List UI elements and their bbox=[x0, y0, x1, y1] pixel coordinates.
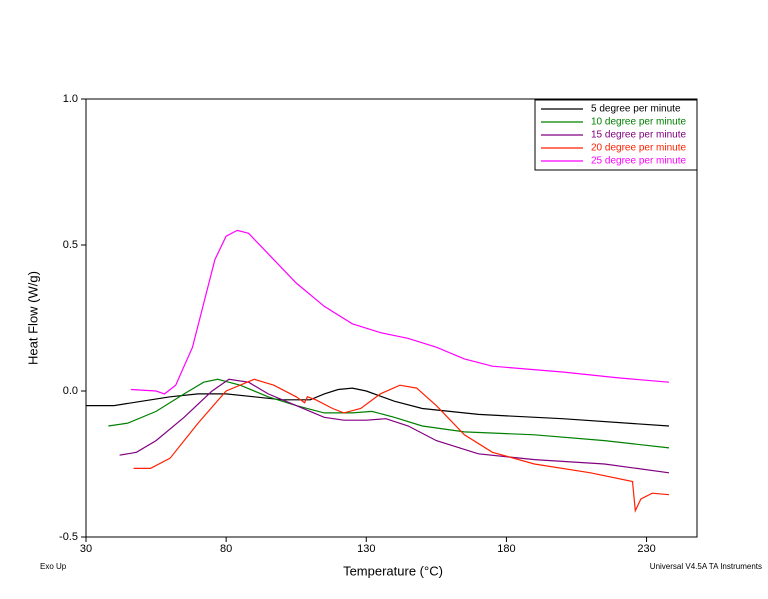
x-tick-label: 80 bbox=[220, 543, 232, 555]
line bbox=[130, 229, 670, 395]
x-tick-label: 230 bbox=[637, 543, 655, 555]
legend-label: 15 degree per minute bbox=[591, 130, 687, 141]
x-tick-label: 180 bbox=[497, 543, 515, 555]
y-tick-label: 0.0 bbox=[63, 385, 78, 397]
legend-label: 25 degree per minute bbox=[591, 156, 687, 167]
legend-label: 5 degree per minute bbox=[591, 104, 681, 115]
legend-label: 10 degree per minute bbox=[591, 117, 687, 128]
y-axis-label: Heat Flow (W/g) bbox=[25, 271, 40, 365]
line bbox=[108, 378, 670, 449]
line bbox=[86, 387, 670, 427]
x-tick-label: 30 bbox=[80, 543, 92, 555]
y-tick-label: -0.5 bbox=[59, 531, 78, 543]
annotation: Exo Up bbox=[40, 562, 67, 571]
legend-label: 20 degree per minute bbox=[591, 143, 687, 154]
plot-frame bbox=[85, 98, 698, 538]
line bbox=[119, 378, 670, 474]
line bbox=[133, 378, 670, 513]
y-tick-label: 1.0 bbox=[63, 93, 78, 105]
x-axis-label: Temperature (°C) bbox=[343, 563, 443, 578]
annotation: Universal V4.5A TA Instruments bbox=[650, 562, 762, 571]
y-tick-label: 0.5 bbox=[63, 239, 78, 251]
x-tick-label: 130 bbox=[357, 543, 375, 555]
